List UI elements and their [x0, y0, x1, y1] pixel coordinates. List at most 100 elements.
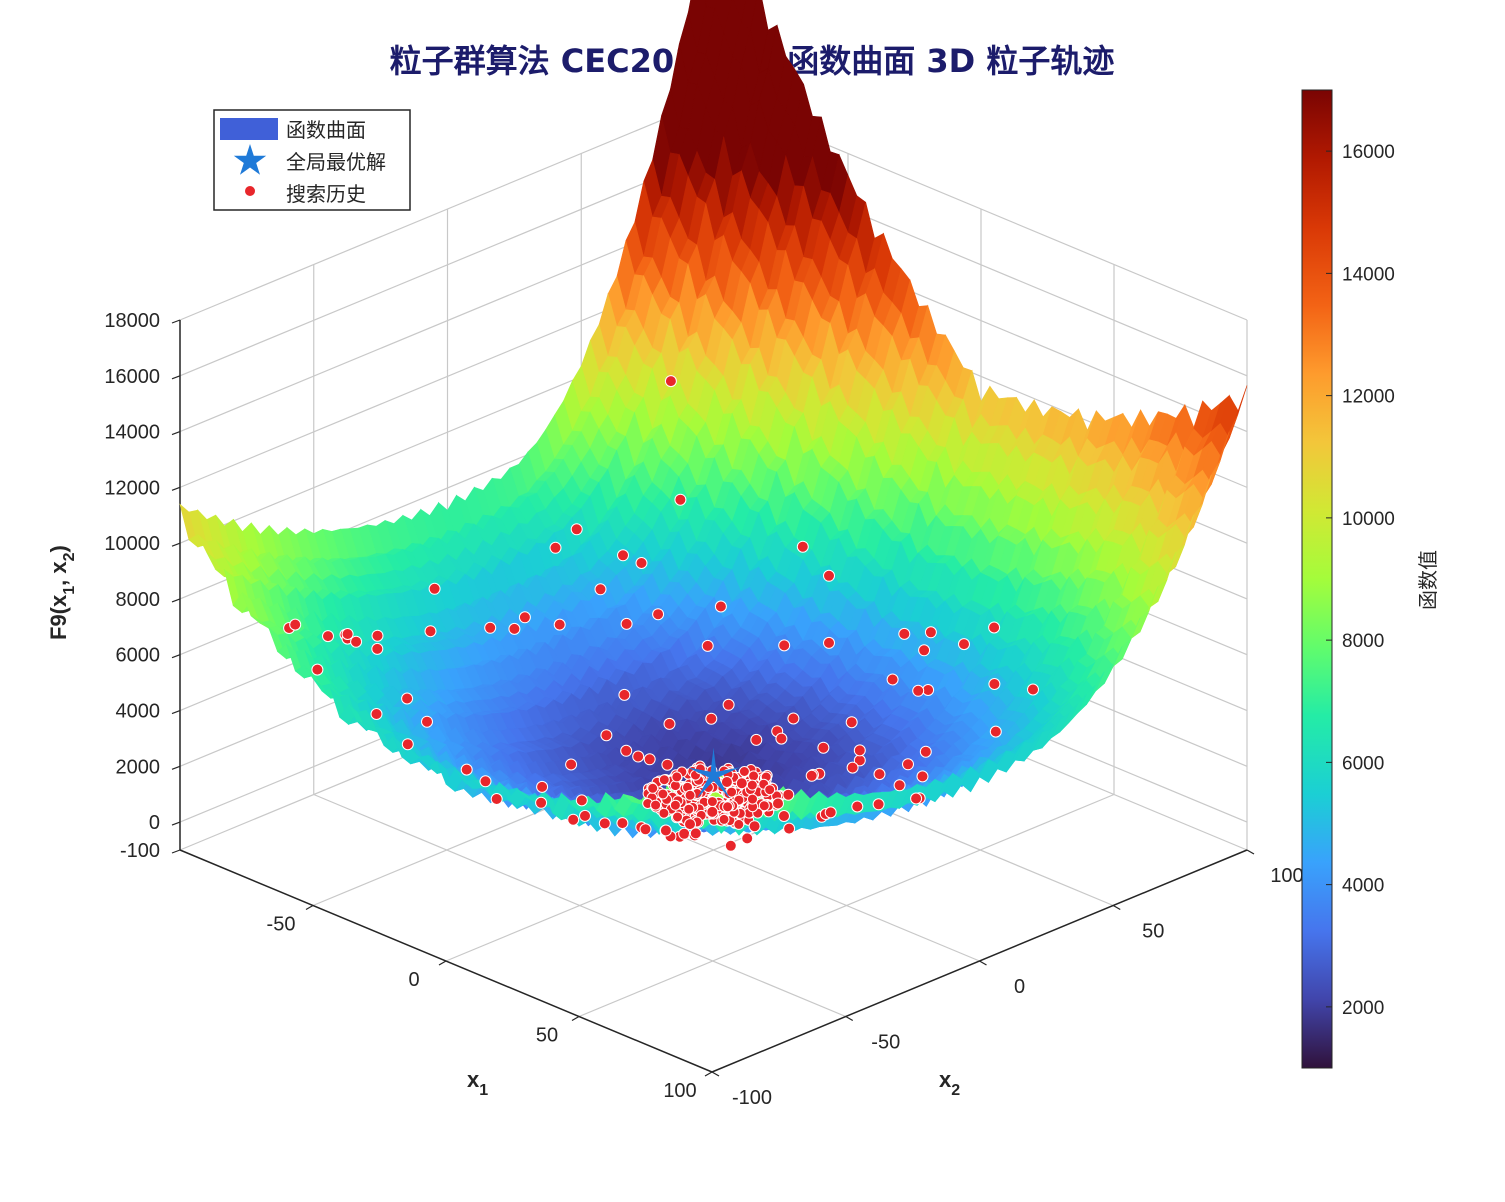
search-point — [824, 806, 837, 819]
search-point — [714, 600, 727, 613]
z-tick-mark — [171, 709, 181, 715]
search-point — [735, 777, 748, 790]
grid-line — [179, 97, 716, 321]
search-point — [775, 732, 788, 745]
z-tick-label: 14000 — [104, 422, 160, 444]
search-point — [893, 779, 906, 792]
search-point — [778, 810, 790, 822]
search-point — [428, 582, 441, 595]
x1-tick-mark — [571, 1015, 580, 1022]
search-point — [924, 626, 937, 639]
search-point — [594, 583, 607, 596]
x1-tick-label: 100 — [663, 1080, 696, 1102]
x1-tick-label: 50 — [536, 1025, 558, 1047]
search-point — [750, 733, 763, 746]
search-point — [918, 644, 931, 657]
x1-tick-mark — [438, 960, 447, 966]
colorbar-tick-label: 16000 — [1342, 142, 1395, 163]
x1-tick-label: 0 — [408, 969, 419, 991]
search-point — [484, 621, 497, 634]
x1-axis-label: x1 — [467, 1067, 488, 1099]
search-point — [652, 608, 665, 621]
search-point — [746, 779, 758, 791]
search-point — [659, 824, 672, 837]
z-tick-label: 6000 — [116, 645, 161, 667]
x2-tick-label: 100 — [1270, 865, 1303, 887]
search-point — [748, 820, 761, 833]
search-point — [817, 741, 830, 754]
search-point — [424, 625, 437, 638]
search-point — [689, 827, 702, 840]
search-point — [479, 775, 492, 788]
search-point — [579, 809, 591, 822]
x2-tick-mark — [1246, 849, 1255, 855]
x2-tick-label: -100 — [732, 1087, 772, 1109]
search-point — [322, 630, 334, 643]
x1-tick-mark — [305, 904, 314, 911]
search-point — [988, 621, 1001, 634]
search-point — [783, 822, 796, 835]
search-point — [886, 673, 899, 686]
search-point — [401, 692, 414, 705]
search-point — [684, 789, 696, 801]
search-point — [910, 792, 923, 805]
x2-tick-label: 50 — [1142, 921, 1164, 943]
z-tick-mark — [171, 542, 181, 547]
colorbar-label: 函数值 — [1416, 550, 1440, 610]
colorbar-tick-label: 2000 — [1342, 998, 1384, 1019]
search-point — [350, 635, 363, 648]
search-point — [620, 744, 633, 757]
z-tick-mark — [171, 654, 181, 659]
search-point — [657, 788, 669, 800]
search-point — [658, 807, 670, 819]
search-point — [758, 800, 770, 812]
x2-tick-mark — [845, 1015, 854, 1022]
search-point — [575, 794, 588, 807]
search-point — [635, 557, 648, 569]
z-tick-label: 4000 — [116, 701, 161, 723]
search-point — [647, 782, 659, 794]
search-point — [370, 708, 383, 720]
search-point — [650, 799, 662, 811]
search-point — [919, 745, 932, 758]
z-tick-mark — [171, 375, 181, 380]
search-point — [683, 803, 695, 815]
search-point — [873, 768, 886, 781]
search-point — [632, 750, 645, 763]
search-point — [823, 636, 835, 649]
search-point — [664, 375, 677, 388]
colorbar-tick-label: 4000 — [1342, 876, 1384, 897]
z-tick-label: 2000 — [116, 756, 161, 778]
search-point — [598, 817, 611, 830]
search-point — [853, 744, 866, 757]
search-point — [618, 688, 631, 701]
search-point — [570, 523, 583, 536]
colorbar-tick-label: 12000 — [1342, 387, 1395, 408]
search-point — [989, 725, 1002, 738]
x2-tick-mark — [979, 960, 987, 966]
search-point — [658, 774, 670, 786]
z-tick-label: 18000 — [104, 310, 160, 332]
colorbar-tick-label: 6000 — [1342, 753, 1384, 774]
z-tick-label: 10000 — [104, 533, 160, 555]
z-tick-mark — [171, 821, 181, 826]
search-point — [912, 684, 925, 697]
search-point — [872, 798, 885, 811]
search-point — [823, 569, 835, 582]
search-point — [741, 832, 754, 845]
search-point — [898, 627, 911, 640]
x2-axis-label: x2 — [939, 1067, 960, 1099]
search-point — [401, 738, 414, 751]
search-point — [600, 729, 613, 742]
z-tick-mark — [171, 765, 181, 770]
search-point — [701, 639, 714, 652]
x2-tick-mark — [1112, 904, 1121, 911]
search-point — [639, 823, 652, 836]
z-tick-mark — [171, 486, 181, 491]
search-point — [805, 769, 818, 782]
search-point — [549, 541, 562, 554]
z-tick-label: 16000 — [104, 366, 160, 388]
colorbar-tick-label: 14000 — [1342, 264, 1395, 285]
search-point — [620, 617, 633, 630]
search-point — [845, 716, 858, 729]
